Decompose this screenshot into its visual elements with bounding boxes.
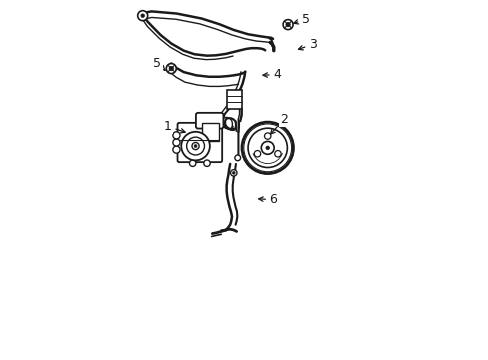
Text: 6: 6 [258,193,277,206]
FancyBboxPatch shape [196,113,223,129]
Circle shape [169,66,173,71]
Text: 2: 2 [270,113,287,134]
Circle shape [166,64,176,73]
Circle shape [242,122,293,174]
Text: 1: 1 [164,120,185,133]
Circle shape [173,132,180,139]
Circle shape [247,128,287,167]
Text: 5: 5 [153,57,165,70]
Circle shape [274,150,281,157]
Circle shape [244,124,291,172]
Circle shape [141,14,144,18]
Circle shape [194,145,197,148]
FancyBboxPatch shape [227,90,241,109]
FancyBboxPatch shape [177,123,222,162]
Circle shape [264,133,270,139]
Circle shape [234,155,240,161]
Circle shape [173,139,180,146]
Circle shape [265,146,269,150]
Circle shape [261,141,274,154]
Circle shape [230,170,237,176]
Text: 4: 4 [263,68,281,81]
Text: 3: 3 [298,38,316,51]
Circle shape [232,171,235,174]
Circle shape [186,137,204,155]
Circle shape [138,11,147,21]
Text: 5: 5 [293,13,309,26]
Circle shape [203,160,210,166]
Circle shape [285,22,290,27]
Circle shape [192,143,199,150]
Circle shape [181,132,209,160]
Circle shape [189,160,196,166]
Circle shape [173,146,180,153]
Circle shape [283,19,292,30]
Circle shape [254,150,260,157]
Bar [201,123,218,141]
